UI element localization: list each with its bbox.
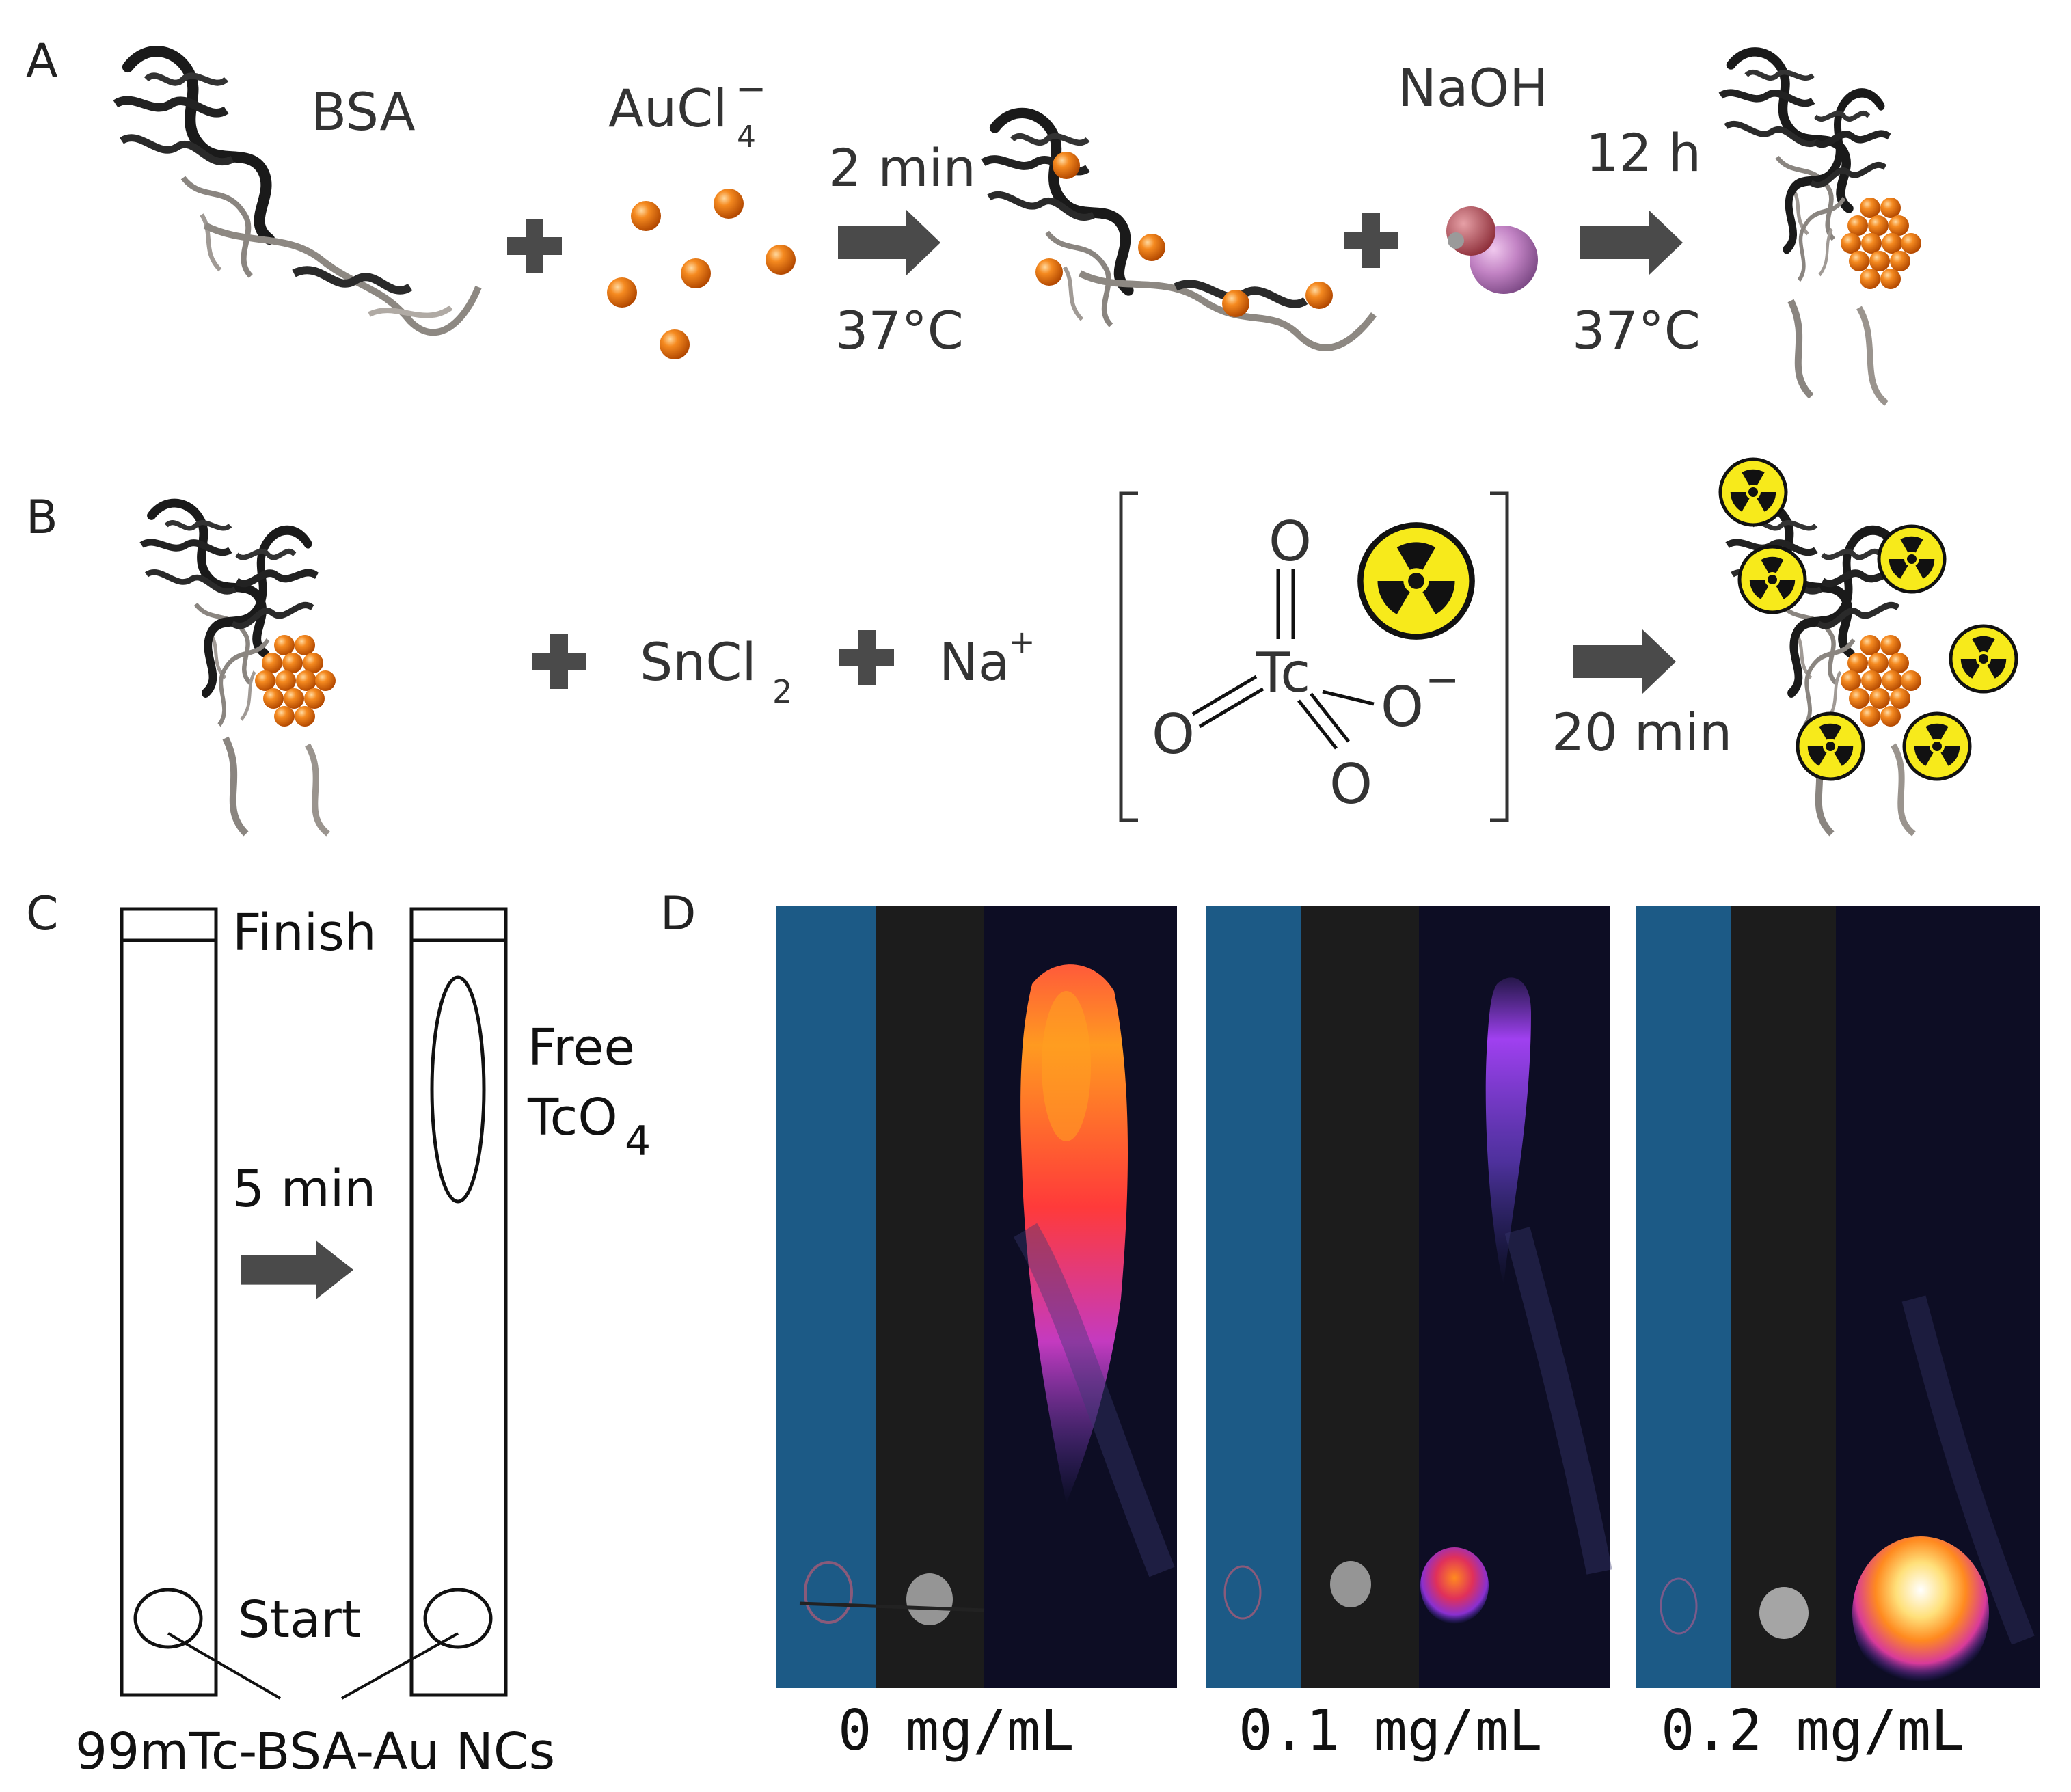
step2-temp: 37°C: [1572, 300, 1701, 361]
finish-label: Finish: [232, 904, 377, 962]
panel-d-letter: D: [660, 887, 696, 941]
plus-icon-b2: [839, 630, 894, 685]
pertechnetate-structure: O Tc O O − O: [1119, 491, 1509, 822]
svg-text:4: 4: [737, 120, 756, 154]
radiation-icon: [1798, 714, 1863, 779]
concentration-caption: 0.1 mg/mL: [1238, 1698, 1542, 1763]
arrow-icon-c: [241, 1240, 353, 1300]
svg-text:SnCl: SnCl: [640, 632, 757, 692]
panel-a-letter: A: [26, 34, 58, 88]
panel-d: D 0 mg/mL 0.1 mg/mL: [660, 887, 2040, 1763]
start-label: Start: [238, 1590, 362, 1649]
step1-temp: 37°C: [835, 300, 964, 361]
pointer-line: [341, 1632, 459, 1700]
step-c-time: 5 min: [232, 1160, 376, 1219]
arrow-icon-a1: [838, 210, 940, 275]
svg-text:Free: Free: [528, 1018, 635, 1077]
bsa-label: BSA: [311, 81, 415, 142]
oxygen-top: O: [1269, 510, 1312, 573]
bsa-au-nanocluster-a: [1721, 52, 1921, 406]
tlc-strip-after: [409, 907, 508, 1697]
panel-b: B SnCl 2 Na + O Tc O: [26, 459, 2016, 837]
radiation-icon: [1951, 626, 2016, 692]
svg-text:2: 2: [772, 673, 792, 710]
free-tco4-label: Free TcO 4: [527, 1018, 651, 1165]
scan-image-2: [1636, 906, 2040, 1689]
bsa-gold-complex: [984, 113, 1377, 351]
hot-spot: [1852, 1536, 1989, 1689]
arrow-icon-b: [1573, 629, 1676, 694]
scan-image-0: [776, 906, 1177, 1688]
svg-text:Na: Na: [939, 632, 1010, 692]
concentration-caption: 0 mg/mL: [838, 1698, 1074, 1763]
technetium-atom: Tc: [1256, 641, 1310, 705]
svg-text:TcO: TcO: [527, 1088, 618, 1147]
labeled-nanocluster: [1720, 459, 2016, 837]
arrow-icon-a2: [1580, 210, 1683, 275]
svg-text:AuCl: AuCl: [608, 78, 727, 139]
panel-b-letter: B: [26, 491, 58, 545]
step1-time: 2 min: [828, 137, 976, 198]
radiation-icon: [1720, 459, 1786, 525]
radiation-icon: [1904, 714, 1970, 779]
plus-icon-a2: [1344, 213, 1398, 268]
tlc-strip-before: [120, 907, 218, 1697]
oxygen-left: O: [1152, 703, 1195, 766]
oxygen-bottom: O: [1329, 752, 1372, 816]
step-b-time: 20 min: [1552, 702, 1732, 763]
hot-spot: [1420, 1547, 1489, 1624]
oxygen-right-charge: −: [1425, 656, 1459, 704]
radioactivity-streak: [1485, 977, 1531, 1285]
plus-icon-a1: [507, 219, 562, 273]
radiation-icon: [1879, 526, 1945, 592]
panel-c: C Finish Start Free TcO 4 5 min 99mTc-BS…: [26, 887, 651, 1781]
svg-text:−: −: [735, 67, 766, 110]
na-label: Na +: [939, 623, 1036, 692]
step2-time: 12 h: [1586, 122, 1701, 183]
radiation-icon-large: [1360, 525, 1472, 636]
scan-image-1: [1206, 906, 1612, 1688]
plus-icon-b1: [532, 634, 586, 689]
panel-c-letter: C: [26, 887, 58, 941]
oxygen-right: O: [1381, 675, 1424, 739]
compound-label: 99mTc-BSA-Au NCs: [75, 1722, 555, 1781]
sncl2-label: SnCl 2: [640, 632, 792, 710]
panel-a: A BSA AuCl 4 − 2 min 37°C: [26, 34, 1921, 406]
gold-ions: [607, 189, 796, 359]
naoh-label: NaOH: [1398, 57, 1548, 118]
concentration-caption: 0.2 mg/mL: [1661, 1698, 1964, 1763]
svg-text:+: +: [1009, 623, 1036, 660]
naoh-molecule: [1446, 206, 1538, 294]
bsa-protein-unfolded: [116, 51, 482, 336]
bsa-au-nanocluster-b: [141, 503, 336, 837]
pointer-line: [167, 1632, 282, 1700]
aucl4-label: AuCl 4 −: [608, 67, 766, 154]
svg-text:4: 4: [625, 1117, 651, 1165]
radiation-icon: [1740, 547, 1805, 612]
